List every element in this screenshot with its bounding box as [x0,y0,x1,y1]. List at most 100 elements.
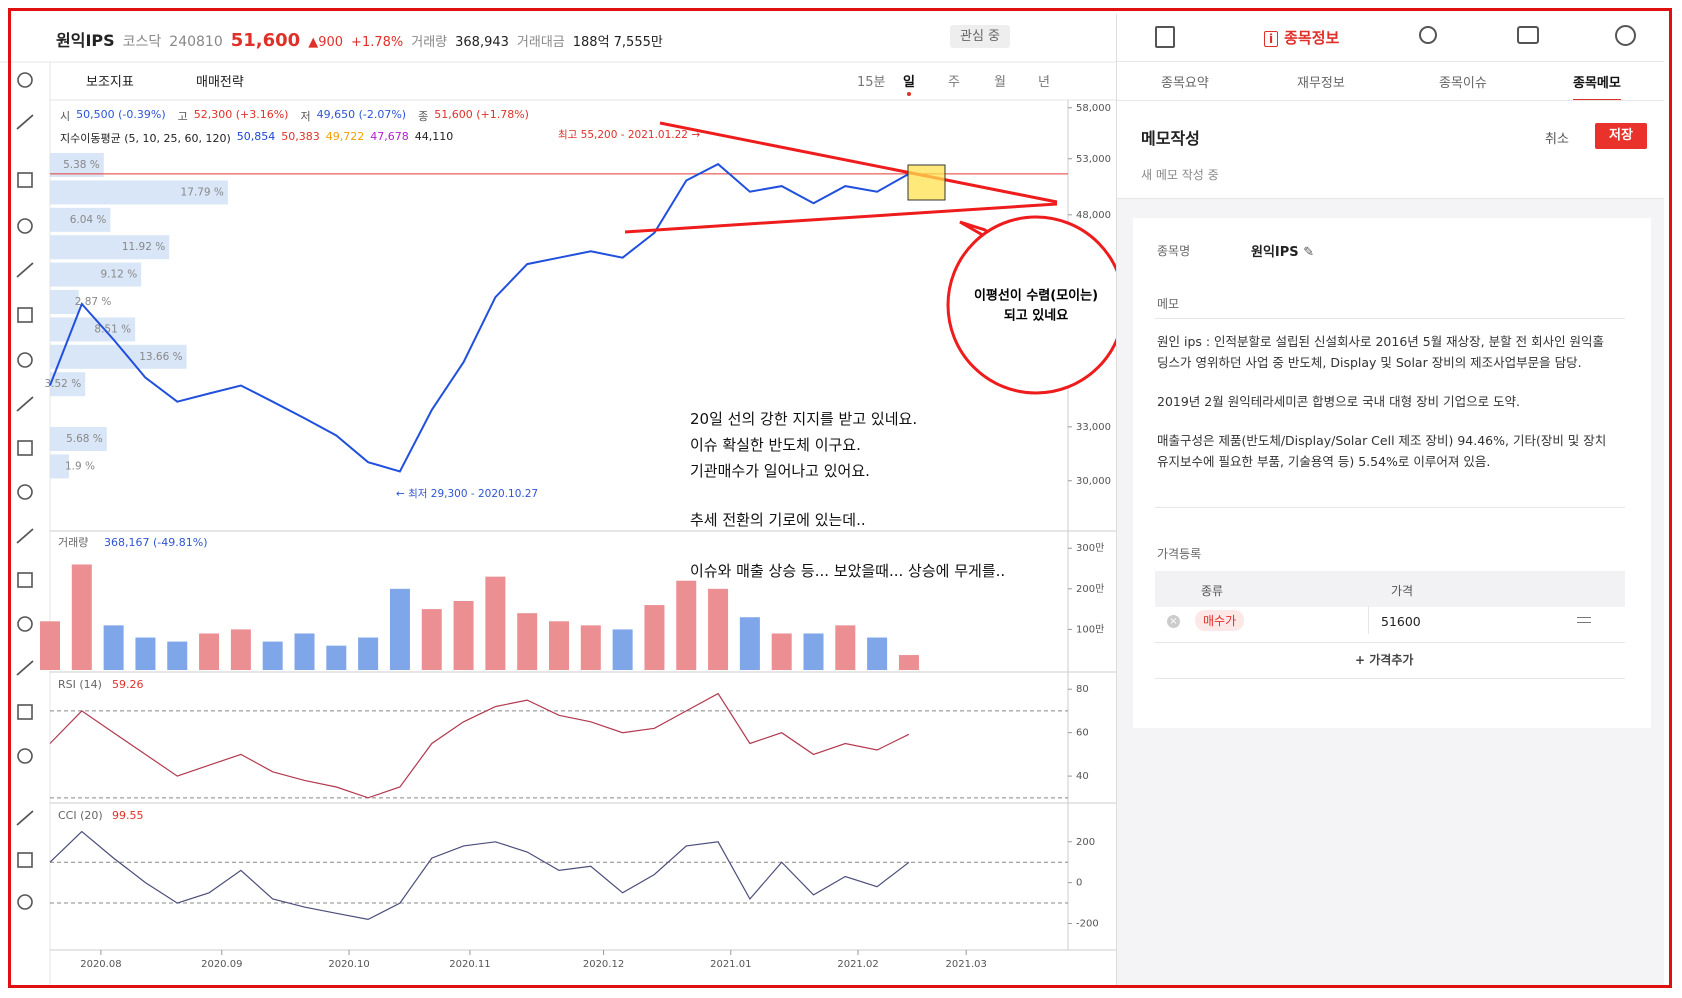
watch-button[interactable]: 관심 중 [950,25,1010,48]
volume-profile-bar [50,290,79,314]
period-button[interactable]: 월 [994,75,1006,90]
volume-bar [517,613,538,670]
search-icon[interactable] [1419,26,1437,44]
volume-bar [835,625,856,670]
volume-profile-bar [50,207,111,232]
divider [1155,318,1625,319]
volume-profile-bar [50,317,136,342]
volume-profile-label: 6.04 % [70,214,107,226]
tool-icon[interactable] [17,894,33,910]
period-button[interactable]: 15분 [857,75,886,90]
volume-bar [135,637,156,670]
subtab[interactable]: 종목요약 [1161,76,1209,91]
tab-divider [1117,61,1664,62]
volume-profile-bar [50,427,107,451]
subtab[interactable]: 종목이슈 [1439,76,1487,91]
tool-icon[interactable] [16,114,34,130]
drag-handle[interactable] [1577,617,1591,623]
ma-value: 49,722 [325,130,365,143]
y-tick-label: 0 [1076,878,1082,889]
cell-divider [1368,606,1369,634]
tool-icon[interactable] [17,72,33,88]
x-tick-label: 2021.01 [710,959,751,970]
tool-icon[interactable] [17,440,33,456]
tool-icon[interactable] [17,748,33,764]
volume-bar [167,641,188,670]
divider [1155,507,1625,508]
price-input[interactable]: 51600 [1381,614,1421,629]
tool-icon[interactable] [16,810,34,826]
x-tick-label: 2020.08 [80,959,121,970]
edit-icon[interactable]: ✎ [1303,245,1315,260]
tool-icon[interactable] [16,396,34,412]
ma-value: 50,854 [236,130,276,143]
note-line: 이슈와 매출 상승 등... 보았을때... 상승에 무게를.. [690,562,1006,580]
tool-icon[interactable] [17,572,33,588]
volume-bar [199,633,220,670]
x-tick-label: 2021.02 [837,959,878,970]
series-line [49,162,910,473]
tool-icon[interactable] [16,262,34,278]
panel-label: 거래량 [58,536,88,549]
panel-value: 368,167 (-49.81%) [104,536,207,549]
stock-header: 원익IPS 코스닥 240810 51,600 ▲900 +1.78% 거래량 … [56,27,663,51]
memo-text[interactable]: 원인 ips : 인적분할로 설립된 신설회사로 2016년 5월 재상장, 분… [1157,331,1607,490]
period-button[interactable]: 일 [903,75,915,90]
cancel-button[interactable]: 취소 [1545,132,1569,147]
tool-icon[interactable] [16,660,34,676]
tool-icon[interactable] [17,852,33,868]
info-tab-label: 종목정보 [1284,29,1340,47]
note-line: 이슈 확실한 반도체 이구요. [690,436,861,454]
tool-icon[interactable] [17,704,33,720]
tool-icon[interactable] [17,307,33,323]
add-price[interactable]: + 가격추가 [1355,653,1414,667]
info-tab[interactable]: i 종목정보 [1264,27,1339,48]
type-badge[interactable]: 매수가 [1195,610,1245,631]
panel-label: RSI (14) [58,678,102,691]
strategy-button[interactable]: 매매전략 [196,75,244,90]
volume-profile-label: 5.38 % [63,159,100,171]
drawing-tools [16,72,34,910]
tool-icon[interactable] [17,172,33,188]
ohlc-label: 고 [177,110,188,123]
bubble-text: 되고 있네요 [1004,308,1068,324]
volume-bar [898,655,919,670]
volume-profile-label: 5.68 % [66,433,103,445]
market: 코스닥 [122,34,162,50]
note-line: 20일 선의 강한 지지를 받고 있네요. [690,410,918,428]
change-value: 900 [318,35,344,50]
news-icon[interactable] [1155,26,1175,48]
high-note: 최고 55,200 - 2021.01.22 → [558,129,700,141]
currency-icon[interactable] [1615,25,1636,46]
period-button[interactable]: 년 [1038,75,1050,90]
tool-icon[interactable] [16,528,34,544]
volume-bar [739,617,760,670]
y-tick-label: 200 [1076,837,1095,848]
volume-profile-bar [50,262,142,287]
subtab[interactable]: 재무정보 [1297,76,1345,91]
tool-icon[interactable] [17,484,33,500]
ma-label: 지수이동평균 (5, 10, 25, 60, 120) [60,132,231,145]
volume-profile-bar [50,180,228,205]
indicator-button[interactable]: 보조지표 [86,75,134,90]
tool-icon[interactable] [17,218,33,234]
remove-icon[interactable]: × [1167,615,1180,628]
save-button[interactable]: 저장 [1595,123,1647,149]
volume-bar [580,625,601,670]
highlight-box [907,164,946,201]
tool-icon[interactable] [17,616,33,632]
chat-icon[interactable] [1517,26,1539,44]
volume-label: 거래량 [411,35,448,50]
volume-bar [803,633,824,670]
volume-profile-bar [50,454,69,479]
period-button[interactable]: 주 [948,75,960,90]
volume-profile-label: 1.9 % [65,460,95,472]
change-pct: +1.78% [351,35,404,50]
change: ▲900 [308,35,344,50]
subtab-active[interactable]: 종목메모 [1573,72,1621,101]
volume-profile-bar [50,235,170,260]
tool-icon[interactable] [17,352,33,368]
y-tick-label: 200만 [1076,583,1104,595]
series-line [49,692,910,799]
